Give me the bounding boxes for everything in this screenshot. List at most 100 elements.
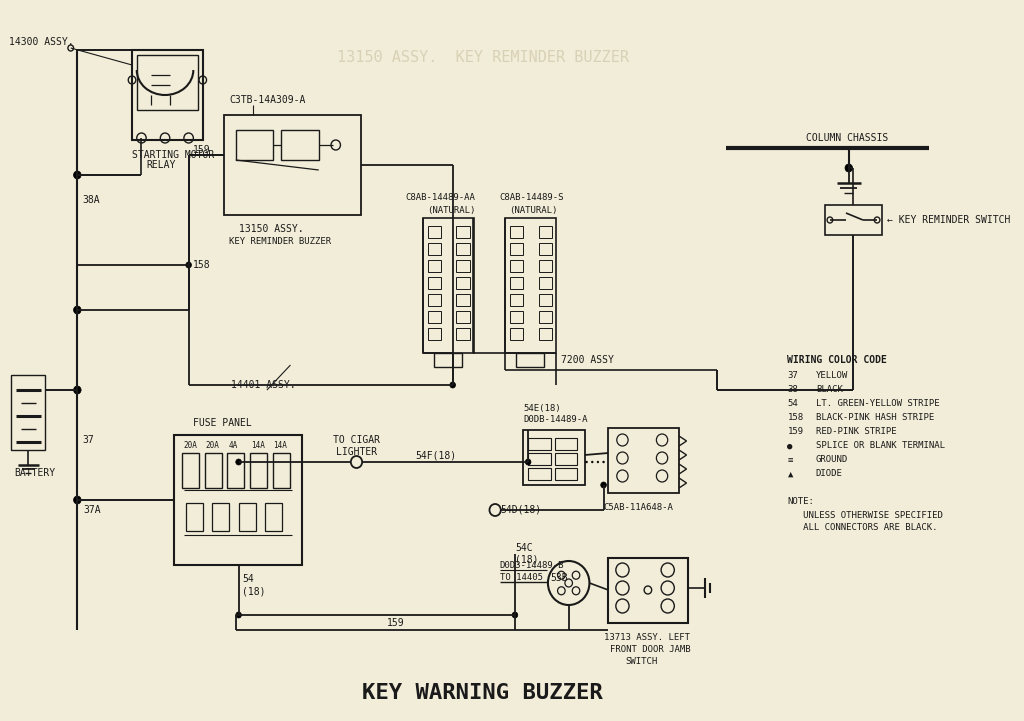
Circle shape bbox=[586, 461, 588, 463]
Bar bbox=[265, 503, 282, 531]
Text: 14401 ASSY.: 14401 ASSY. bbox=[231, 380, 296, 390]
Text: C8AB-14489-AA: C8AB-14489-AA bbox=[406, 193, 475, 203]
Bar bbox=[539, 328, 552, 340]
Circle shape bbox=[591, 461, 593, 463]
Bar bbox=[825, 205, 882, 235]
Bar bbox=[539, 311, 552, 323]
Text: ← KEY REMINDER SWITCH: ← KEY REMINDER SWITCH bbox=[887, 215, 1010, 225]
Bar bbox=[528, 438, 551, 450]
Text: 54: 54 bbox=[243, 574, 254, 584]
Text: LT. GREEN-YELLOW STRIPE: LT. GREEN-YELLOW STRIPE bbox=[816, 399, 939, 409]
Bar bbox=[250, 453, 267, 488]
Bar bbox=[182, 453, 199, 488]
Bar bbox=[281, 130, 318, 160]
Text: YELLOW: YELLOW bbox=[816, 371, 848, 381]
Bar bbox=[137, 55, 198, 110]
Bar bbox=[457, 277, 470, 289]
Circle shape bbox=[74, 306, 81, 314]
Bar bbox=[227, 453, 245, 488]
Text: RELAY: RELAY bbox=[146, 160, 175, 170]
Text: (18): (18) bbox=[515, 555, 539, 565]
Bar bbox=[185, 503, 203, 531]
Bar bbox=[457, 328, 470, 340]
Text: ●: ● bbox=[787, 441, 793, 451]
Bar bbox=[555, 468, 578, 480]
Bar bbox=[428, 260, 441, 272]
Text: 13150 ASSY.  KEY REMINDER BUZZER: 13150 ASSY. KEY REMINDER BUZZER bbox=[337, 50, 629, 66]
Bar bbox=[555, 438, 578, 450]
Bar bbox=[510, 226, 523, 238]
Bar bbox=[608, 558, 688, 623]
Bar bbox=[174, 435, 302, 565]
Bar bbox=[428, 243, 441, 255]
Text: UNLESS OTHERWISE SPECIFIED: UNLESS OTHERWISE SPECIFIED bbox=[787, 510, 943, 520]
Text: 38A: 38A bbox=[82, 195, 99, 205]
Bar bbox=[428, 226, 441, 238]
Bar bbox=[505, 218, 556, 353]
Text: SPLICE OR BLANK TERMINAL: SPLICE OR BLANK TERMINAL bbox=[816, 441, 945, 451]
Text: 14A: 14A bbox=[251, 441, 265, 449]
Text: 13713 ASSY. LEFT: 13713 ASSY. LEFT bbox=[603, 632, 689, 642]
Circle shape bbox=[450, 382, 456, 388]
Text: 37: 37 bbox=[787, 371, 799, 381]
Bar bbox=[236, 130, 273, 160]
Text: 14300 ASSY.: 14300 ASSY. bbox=[9, 37, 74, 47]
Bar bbox=[212, 503, 229, 531]
Bar bbox=[539, 277, 552, 289]
Text: (18): (18) bbox=[243, 586, 266, 596]
Circle shape bbox=[603, 461, 604, 463]
Text: RED-PINK STRIPE: RED-PINK STRIPE bbox=[816, 428, 896, 436]
Bar bbox=[539, 226, 552, 238]
Text: BLACK-PINK HASH STRIPE: BLACK-PINK HASH STRIPE bbox=[816, 414, 934, 423]
Text: 159: 159 bbox=[387, 618, 404, 628]
Circle shape bbox=[597, 461, 599, 463]
Text: ≡: ≡ bbox=[787, 456, 793, 464]
Bar bbox=[457, 226, 470, 238]
Bar bbox=[428, 311, 441, 323]
Text: C8AB-14489-S: C8AB-14489-S bbox=[500, 193, 564, 203]
Text: 158: 158 bbox=[787, 414, 804, 423]
Bar bbox=[205, 453, 221, 488]
Circle shape bbox=[525, 459, 531, 465]
Text: 13150 ASSY.: 13150 ASSY. bbox=[239, 224, 303, 234]
Bar bbox=[132, 50, 203, 140]
Bar bbox=[423, 218, 474, 353]
Bar bbox=[510, 277, 523, 289]
Text: WIRING COLOR CODE: WIRING COLOR CODE bbox=[787, 355, 888, 365]
Text: 7200 ASSY: 7200 ASSY bbox=[561, 355, 614, 365]
Text: 54F(18): 54F(18) bbox=[415, 450, 456, 460]
Text: 54E(18): 54E(18) bbox=[523, 404, 561, 412]
Text: TO 14405: TO 14405 bbox=[500, 573, 543, 583]
Text: 54C: 54C bbox=[515, 543, 532, 553]
Text: 14A: 14A bbox=[273, 441, 288, 449]
Text: D0DB-14489-A: D0DB-14489-A bbox=[523, 415, 588, 425]
Text: COLUMN CHASSIS: COLUMN CHASSIS bbox=[806, 133, 889, 143]
Bar bbox=[510, 328, 523, 340]
Text: BATTERY: BATTERY bbox=[14, 468, 55, 478]
Text: TO CIGAR: TO CIGAR bbox=[333, 435, 380, 445]
Text: 20A: 20A bbox=[183, 441, 197, 449]
Bar bbox=[516, 353, 544, 367]
Bar bbox=[539, 294, 552, 306]
Text: 37: 37 bbox=[82, 435, 94, 445]
Text: SWITCH: SWITCH bbox=[626, 657, 657, 665]
Bar bbox=[434, 353, 462, 367]
Bar bbox=[457, 294, 470, 306]
Circle shape bbox=[74, 496, 81, 504]
Circle shape bbox=[236, 612, 242, 618]
Bar bbox=[457, 311, 470, 323]
Bar bbox=[510, 260, 523, 272]
Bar bbox=[523, 430, 585, 485]
Bar bbox=[239, 503, 256, 531]
Bar bbox=[528, 468, 551, 480]
Circle shape bbox=[185, 262, 191, 268]
Bar bbox=[510, 311, 523, 323]
Text: STARTING MOTOR: STARTING MOTOR bbox=[132, 150, 214, 160]
Bar bbox=[428, 294, 441, 306]
Circle shape bbox=[845, 164, 853, 172]
Bar bbox=[457, 243, 470, 255]
Text: GROUND: GROUND bbox=[816, 456, 848, 464]
Bar bbox=[528, 453, 551, 465]
Text: C5AB-11A648-A: C5AB-11A648-A bbox=[603, 503, 674, 511]
Bar bbox=[11, 375, 45, 450]
